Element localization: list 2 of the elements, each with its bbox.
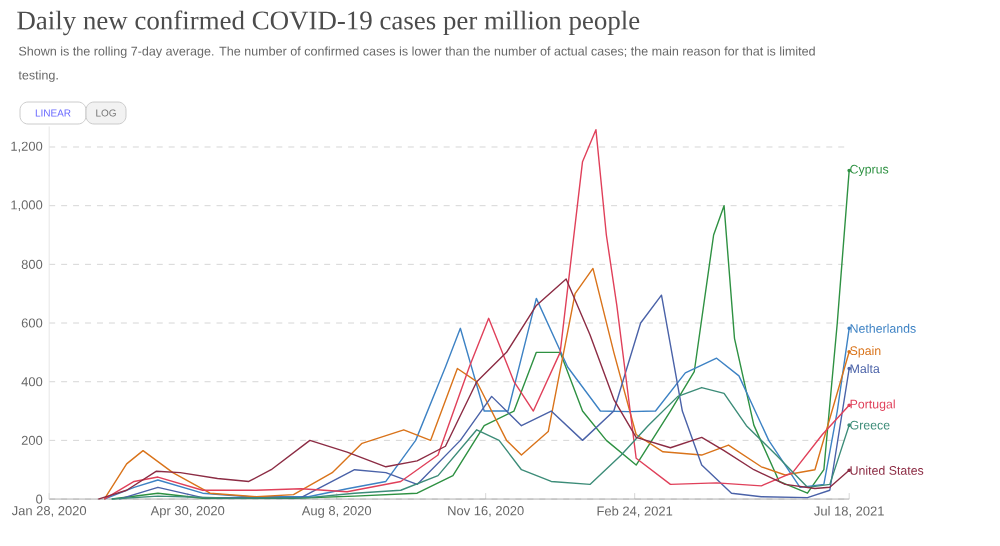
line-series <box>111 386 851 500</box>
chart-title: Daily new confirmed COVID-19 cases per million people <box>17 10 640 36</box>
